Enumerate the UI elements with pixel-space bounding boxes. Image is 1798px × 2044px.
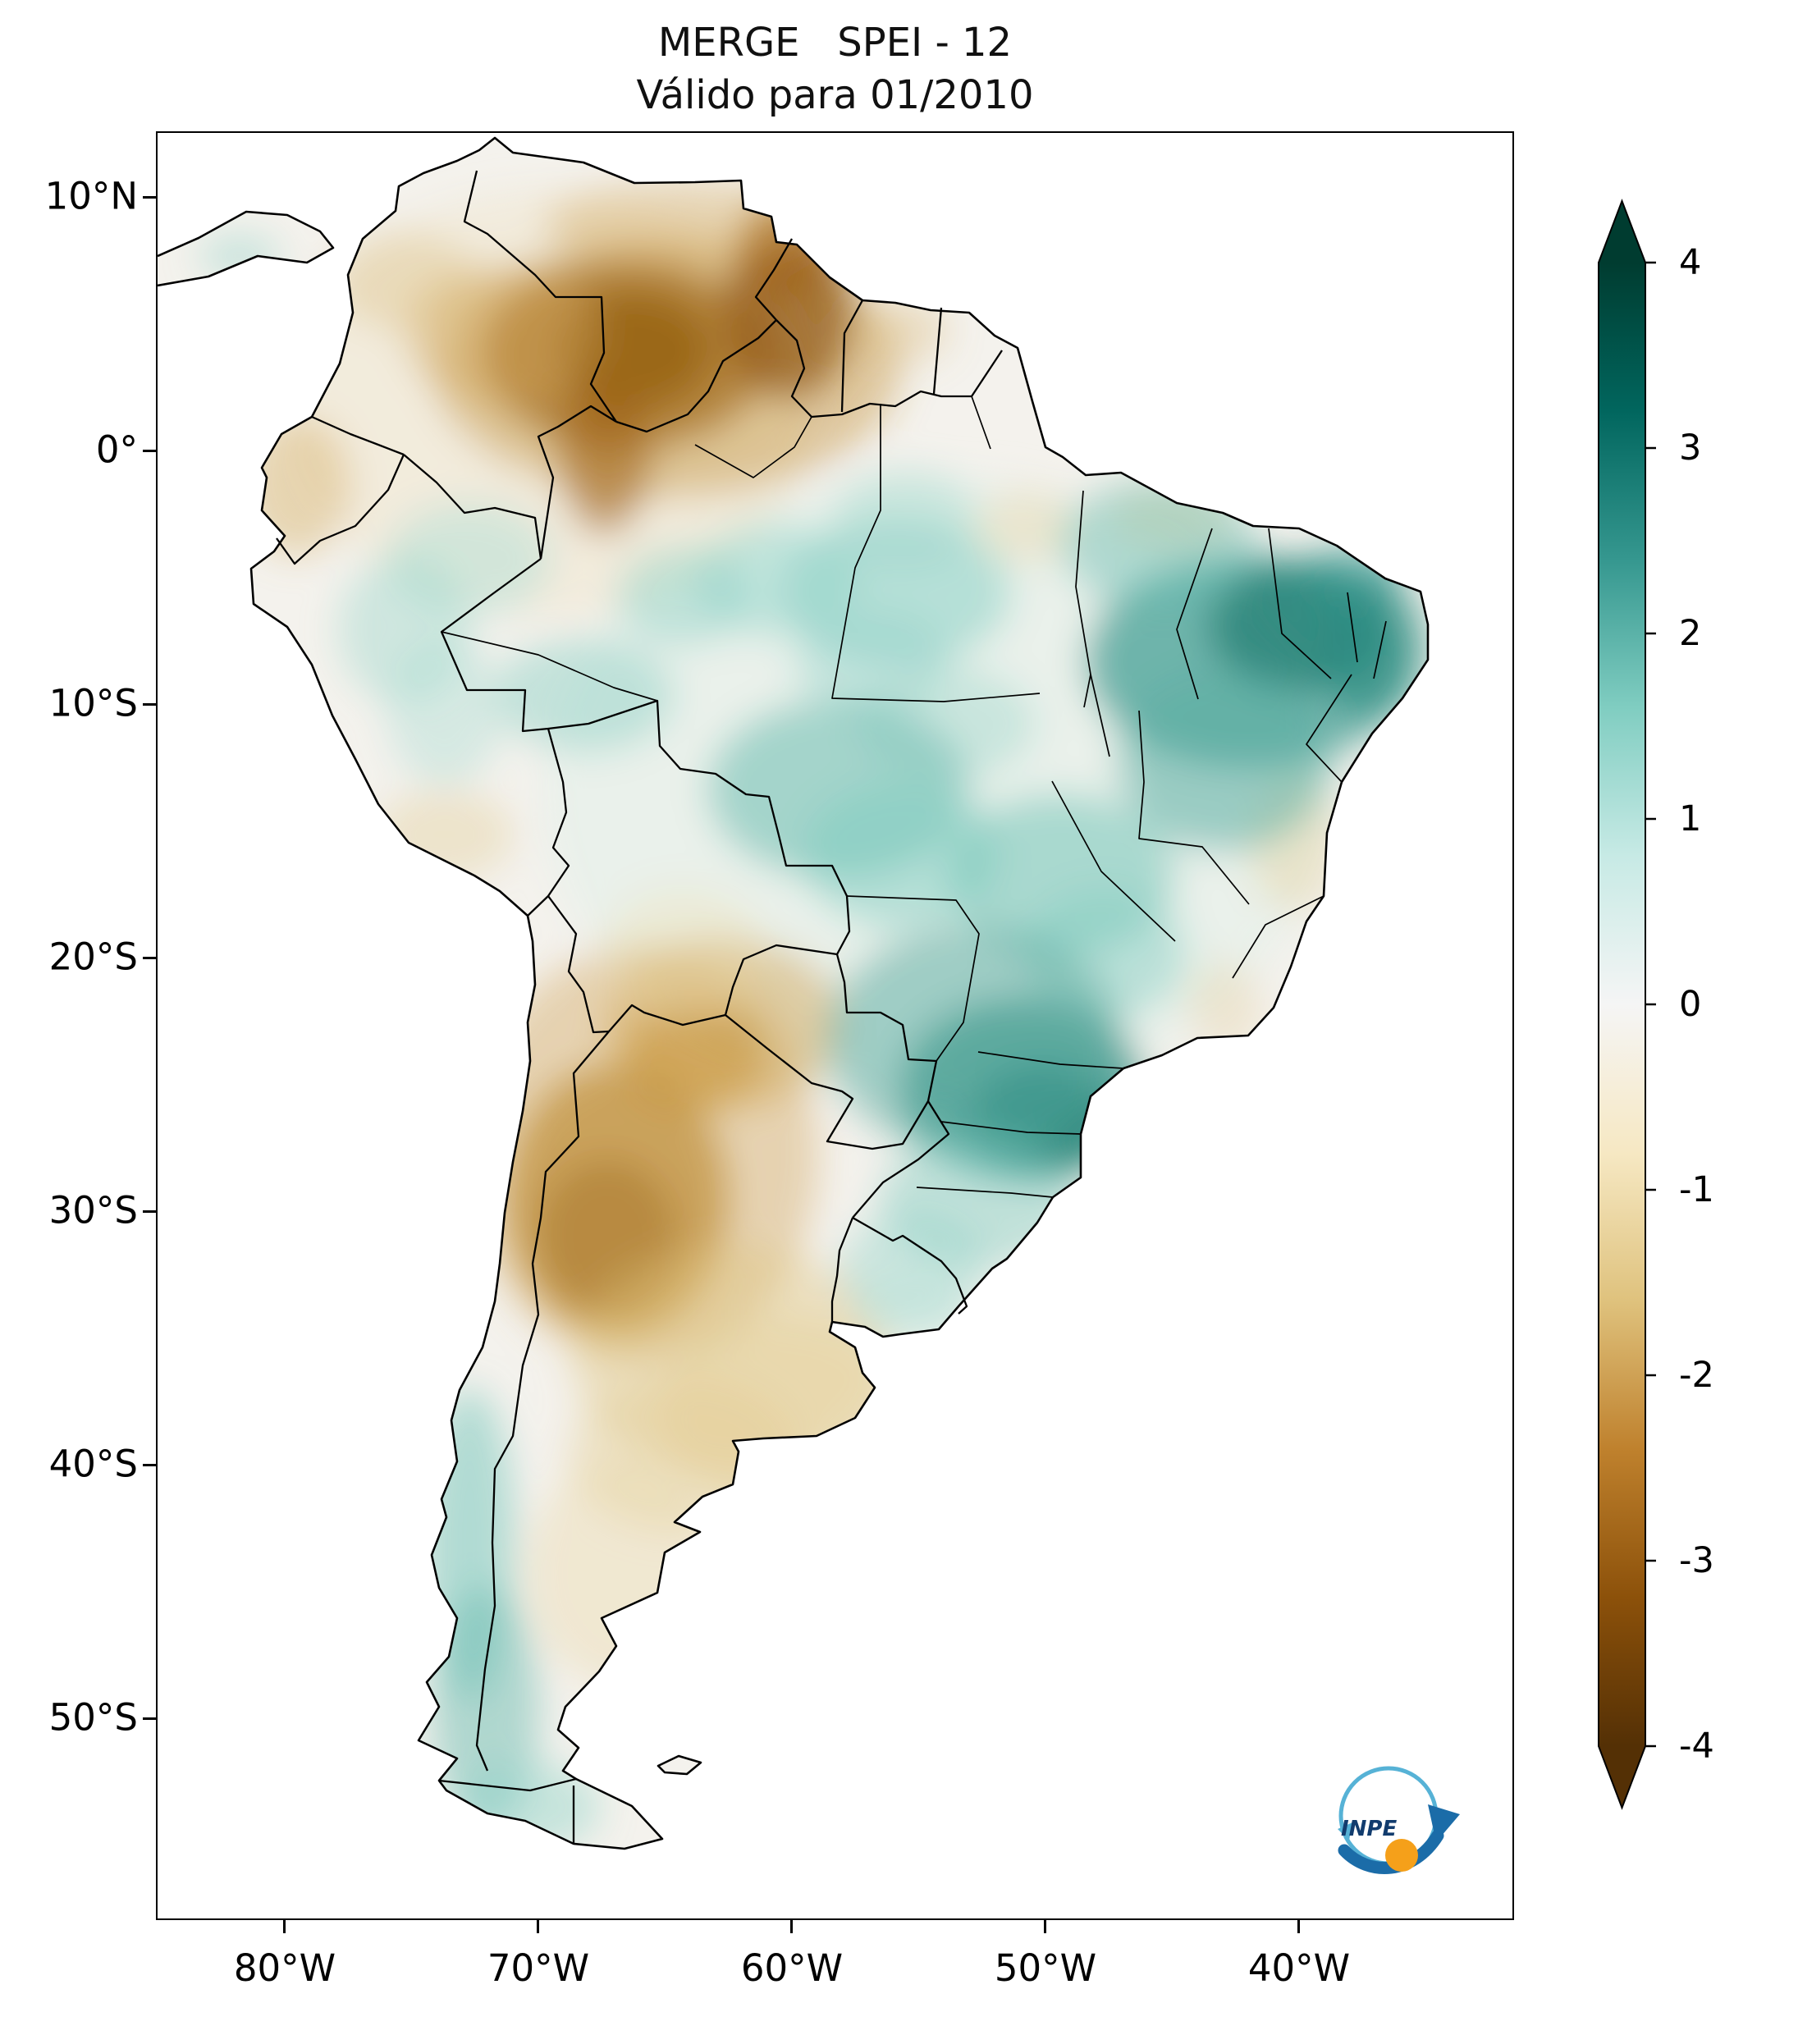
y-axis-tick (143, 1210, 156, 1213)
state-borders (441, 396, 1387, 1198)
colorbar-tick-label: 3 (1679, 428, 1702, 469)
colorbar-tick-label: -2 (1679, 1355, 1714, 1396)
colorbar-ticks (1645, 261, 1656, 1748)
colorbar-tick-label: 4 (1679, 242, 1702, 283)
y-axis-tick (143, 957, 156, 959)
colorbar-tick-label: 2 (1679, 613, 1702, 654)
x-tick-label: 70°W (487, 1946, 590, 1990)
spei-field (158, 138, 1428, 1849)
y-tick-label: 50°S (48, 1695, 138, 1740)
inpe-logo-ring-arrowhead (1338, 1822, 1352, 1841)
y-axis-tick (143, 1464, 156, 1466)
colorbar-tick-label: 0 (1679, 984, 1702, 1025)
country-borders (276, 170, 1003, 1844)
colorbar-tick-label: -4 (1679, 1726, 1714, 1767)
inpe-logo: INPE (1338, 1766, 1460, 1874)
x-tick-label: 60°W (740, 1946, 844, 1990)
y-tick-label: 10°N (44, 174, 138, 218)
x-tick-label: 40°W (1247, 1946, 1351, 1990)
colorbar-extend-min (1599, 1746, 1645, 1808)
x-tick-label: 80°W (233, 1946, 336, 1990)
colorbar (1598, 199, 1656, 1810)
y-tick-label: 10°S (48, 681, 138, 725)
x-axis-tick (1044, 1920, 1046, 1933)
colorbar-tick-label: -1 (1679, 1169, 1714, 1210)
y-axis-tick (143, 450, 156, 452)
chart-title: MERGE SPEI - 12 (657, 20, 1013, 66)
x-axis-tick (283, 1920, 286, 1933)
coastline (158, 136, 1430, 1850)
x-axis-tick (537, 1920, 539, 1933)
colorbar-tick-label: 1 (1679, 798, 1702, 839)
inpe-logo-text: INPE (1341, 1817, 1397, 1841)
colorbar-tick-label: -3 (1679, 1540, 1714, 1581)
chart-subtitle: Válido para 01/2010 (636, 72, 1034, 118)
map-frame: INPE (156, 131, 1514, 1920)
y-axis-tick (143, 703, 156, 706)
x-axis-tick (790, 1920, 793, 1933)
y-axis-tick (143, 1717, 156, 1720)
y-tick-label: 30°S (48, 1188, 138, 1232)
south-america-map (158, 136, 1430, 1850)
inpe-logo-globe (1385, 1839, 1418, 1872)
colorbar-gradient (1599, 263, 1645, 1746)
y-tick-label: 20°S (48, 935, 138, 979)
y-tick-label: 0° (95, 428, 138, 472)
colorbar-extend-max (1599, 201, 1645, 263)
y-tick-label: 40°S (48, 1442, 138, 1486)
x-tick-label: 50°W (994, 1946, 1097, 1990)
inpe-logo-swoosh-arrowhead (1428, 1804, 1460, 1842)
x-axis-tick (1297, 1920, 1300, 1933)
y-axis-tick (143, 196, 156, 199)
